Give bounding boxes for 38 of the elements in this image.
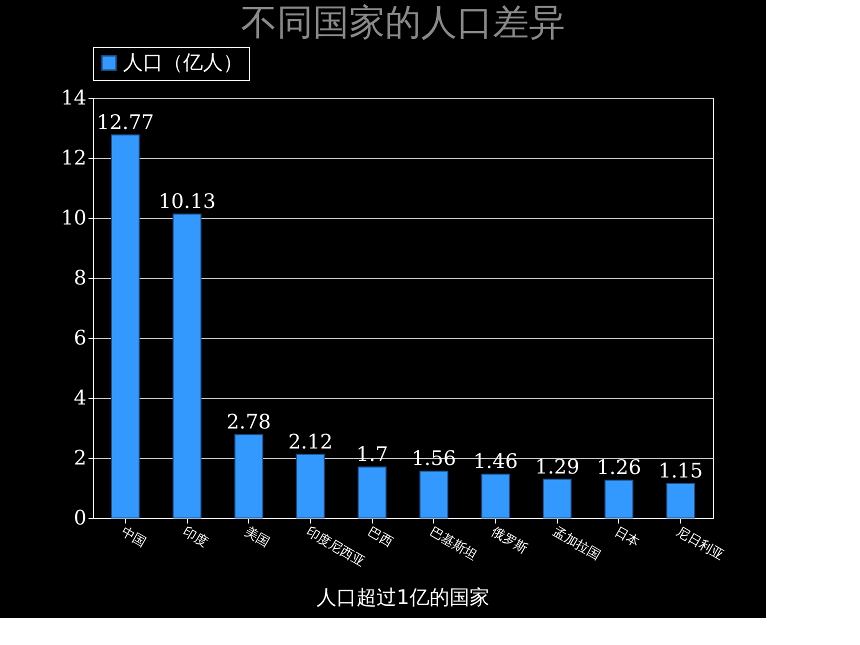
- x-tick-label: 尼日利亚: [674, 524, 726, 564]
- data-label: 2.78: [226, 410, 272, 434]
- y-tick-label: 12: [61, 146, 86, 170]
- y-tick-label: 4: [74, 386, 86, 410]
- legend-label: 人口（亿人）: [123, 50, 243, 74]
- bar: [542, 478, 572, 518]
- data-label: 10.13: [158, 189, 216, 214]
- text: 人口超过1亿的国家: [316, 585, 490, 609]
- y-tick-label: 10: [61, 206, 86, 230]
- x-tick-label: 印度: [180, 524, 211, 551]
- x-tick-label: 巴基斯坦: [426, 524, 480, 564]
- y-tick-label: 8: [74, 266, 86, 290]
- data-label: 1.15: [658, 458, 703, 482]
- bar: [604, 480, 634, 518]
- data-label: 2.12: [288, 429, 333, 454]
- bar: [234, 434, 264, 518]
- chart-title: 不同国家的人口差异: [241, 2, 565, 44]
- bar: [666, 483, 695, 518]
- y-tick-label: 0: [74, 506, 86, 530]
- bar: [296, 454, 325, 518]
- bar: [111, 134, 140, 518]
- data-label: 12.77: [96, 110, 154, 134]
- data-label: 1.29: [534, 454, 580, 478]
- x-tick-label: 印度尼西亚: [303, 524, 368, 570]
- bar: [172, 214, 202, 518]
- data-label: 1.26: [596, 455, 642, 480]
- x-tick-label: 美国: [242, 524, 272, 551]
- bar: [419, 470, 448, 518]
- y-tick-label: 2: [74, 446, 86, 470]
- bar: [358, 466, 387, 518]
- x-tick-label: 日本: [612, 524, 642, 551]
- x-tick-label: 孟加拉国: [550, 524, 603, 564]
- x-tick-label: 中国: [118, 524, 148, 551]
- bar: [481, 474, 510, 518]
- y-tick-label: 6: [74, 326, 86, 350]
- y-tick-label: 14: [61, 86, 86, 110]
- x-tick-label: 巴西: [365, 524, 396, 551]
- x-tick-label: 俄罗斯: [488, 524, 530, 558]
